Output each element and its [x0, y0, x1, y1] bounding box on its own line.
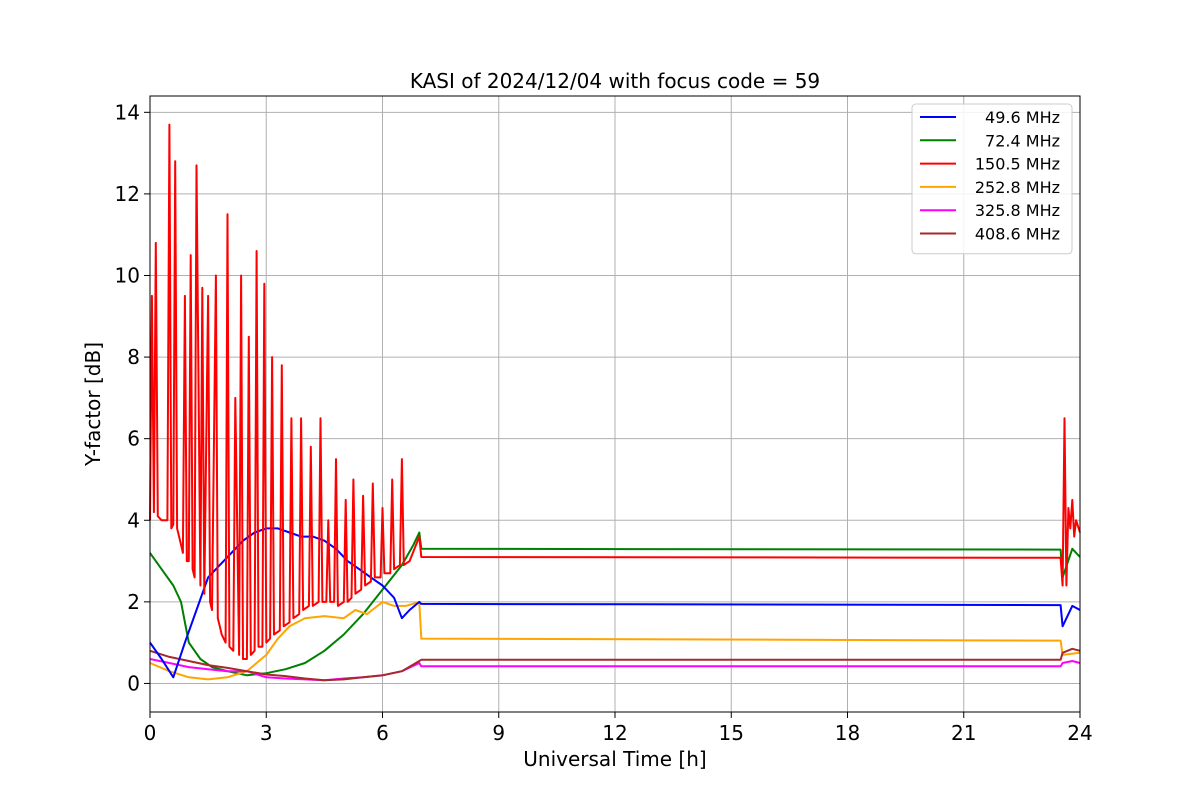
y-tick-label: 6 [127, 427, 140, 451]
chart-title: KASI of 2024/12/04 with focus code = 59 [410, 69, 820, 93]
y-axis-ticks: 0 2 4 6 8 10 12 14 [115, 100, 150, 695]
legend-entry: 49.6 MHz [985, 108, 1060, 127]
x-tick-label: 0 [144, 721, 157, 745]
series-line-3 [149, 600, 1081, 681]
y-tick-label: 4 [127, 508, 140, 532]
y-tick-label: 12 [115, 182, 140, 206]
x-axis-label: Universal Time [h] [523, 747, 706, 771]
series-lines [149, 123, 1081, 682]
y-axis-label: Y-factor [dB] [81, 342, 105, 467]
x-tick-label: 3 [260, 721, 273, 745]
x-tick-label: 6 [376, 721, 389, 745]
x-axis-ticks: 0 3 6 9 12 15 18 21 24 [144, 712, 1093, 745]
series-line-5 [149, 647, 1081, 682]
legend-entry: 150.5 MHz [975, 155, 1060, 174]
y-tick-label: 8 [127, 345, 140, 369]
x-tick-label: 9 [492, 721, 505, 745]
legend-entry: 252.8 MHz [975, 178, 1060, 197]
x-tick-label: 15 [719, 721, 744, 745]
legend-entry: 408.6 MHz [975, 225, 1060, 244]
x-tick-label: 12 [602, 721, 627, 745]
legend-entry: 72.4 MHz [985, 131, 1060, 150]
y-tick-label: 10 [115, 263, 140, 287]
y-tick-label: 2 [127, 590, 140, 614]
y-tick-label: 0 [127, 671, 140, 695]
legend: 49.6 MHz 72.4 MHz 150.5 MHz 252.8 MHz 325.8 … [911, 103, 1073, 255]
x-tick-label: 24 [1067, 721, 1092, 745]
y-tick-label: 14 [115, 100, 140, 124]
legend-entry: 325.8 MHz [975, 201, 1060, 220]
x-tick-label: 21 [951, 721, 976, 745]
x-tick-label: 18 [835, 721, 860, 745]
series-line-2 [149, 123, 1081, 660]
legend-box [911, 103, 1073, 255]
